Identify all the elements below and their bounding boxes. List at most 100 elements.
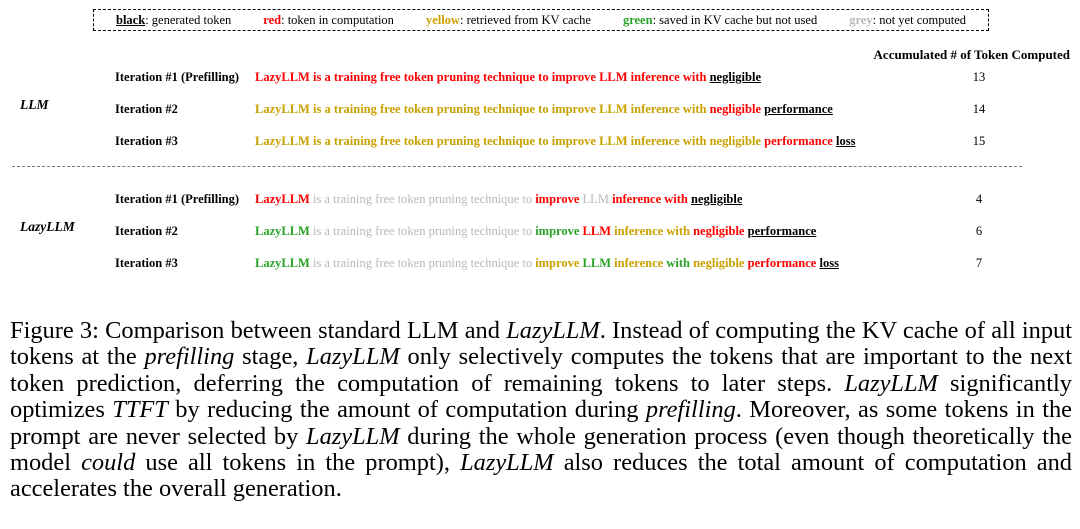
legend-key: yellow [425, 12, 460, 27]
token: LazyLLM [255, 70, 310, 84]
token: technique [470, 256, 520, 270]
iteration-label: Iteration #2 [115, 102, 178, 116]
legend-description: : retrieved from KV cache [459, 12, 591, 27]
color-legend: black: generated token red: token in comp… [93, 9, 989, 31]
token-count: 4 [975, 192, 983, 206]
caption-segment: significantly optimizes [10, 369, 1072, 424]
token-sentence: LazyLLM is a training free token pruning… [255, 102, 833, 117]
legend-description: : token in computation [281, 12, 394, 27]
token: pruning [428, 224, 468, 238]
token: training [333, 134, 377, 148]
token: training [333, 224, 373, 238]
token: free [375, 192, 395, 206]
iteration-label: Iteration #3 [115, 256, 178, 270]
token: performance [747, 256, 817, 270]
token: training [333, 70, 377, 84]
token: free [375, 256, 395, 270]
token: negligible [709, 70, 762, 84]
token: inference [614, 224, 664, 238]
token: is [312, 192, 322, 206]
token: to [522, 224, 533, 238]
token: inference [630, 102, 680, 116]
token: free [380, 134, 401, 148]
token: inference [630, 70, 680, 84]
token: with [682, 134, 707, 148]
token: to [522, 192, 533, 206]
legend-key: red [263, 12, 282, 27]
token: loss [819, 256, 839, 270]
token: is [312, 70, 322, 84]
token: token [403, 70, 434, 84]
token-count: 7 [975, 256, 983, 270]
token: improve [535, 224, 580, 238]
token-count: 14 [972, 102, 986, 116]
token: is [312, 256, 322, 270]
token: technique [470, 192, 520, 206]
token: negligible [693, 256, 745, 270]
token: a [324, 224, 331, 238]
token: improve [535, 192, 580, 206]
token: improve [551, 134, 596, 148]
token: improve [551, 102, 596, 116]
token: to [522, 256, 533, 270]
token: LazyLLM [255, 256, 310, 270]
token-sentence: LazyLLM is a training free token pruning… [255, 224, 816, 239]
token: free [380, 70, 401, 84]
token: is [312, 134, 322, 148]
token: technique [482, 70, 536, 84]
token: pruning [428, 192, 468, 206]
model-label-llm: LLM [20, 97, 49, 112]
token: pruning [436, 134, 480, 148]
token: is [312, 224, 322, 238]
iteration-label: Iteration #3 [115, 134, 178, 148]
token: to [538, 70, 549, 84]
token: loss [836, 134, 856, 148]
caption-segment: Figure 3: Comparison between standard LL… [10, 317, 507, 344]
legend-item-green: green: saved in KV cache but not used [623, 13, 817, 28]
legend-item-black: black: generated token [116, 13, 231, 28]
token: negligible [691, 192, 743, 206]
token: token [403, 102, 434, 116]
token: performance [764, 134, 833, 148]
caption-segment: . Instead of computing the KV cache of a… [10, 317, 1072, 371]
token: LazyLLM [255, 224, 310, 238]
token: negligible [709, 134, 762, 148]
caption-italic-term: prefilling [144, 343, 235, 371]
legend-description: : not yet computed [872, 12, 966, 27]
caption-segment: during the whole generation process (eve… [10, 422, 1072, 477]
caption-italic-term: LazyLLM [844, 369, 938, 397]
legend-description: : saved in KV cache but not used [652, 12, 818, 27]
token: to [538, 134, 549, 148]
token: a [324, 256, 331, 270]
token: negligible [709, 102, 762, 116]
token: token [403, 134, 434, 148]
accumulated-count-header: Accumulated # of Token Computed [873, 47, 1070, 62]
token: training [333, 256, 373, 270]
token: with [664, 192, 688, 206]
token: LLM [582, 256, 612, 270]
token: negligible [693, 224, 745, 238]
legend-key: green [622, 12, 653, 27]
token: improve [551, 70, 596, 84]
caption-text: Figure 3: Comparison between standard LL… [10, 317, 1073, 503]
token: training [333, 102, 377, 116]
caption-italic-term: LazyLLM [506, 317, 600, 344]
iteration-label: Iteration #1 (Prefilling) [115, 70, 240, 84]
token: free [375, 224, 395, 238]
caption-segment: also reduces the total amount of computa… [10, 449, 1073, 503]
iteration-row: Iteration #3 LazyLLM is a training free t… [0, 134, 1080, 152]
model-label-lazyllm: LazyLLM [20, 219, 75, 234]
caption-italic-term: could [81, 449, 136, 477]
token: a [324, 192, 331, 206]
token: LazyLLM [255, 102, 310, 116]
token: inference [614, 256, 664, 270]
caption-italic-term: TTFT [112, 396, 168, 424]
caption-segment: only selectively computes the tokens tha… [10, 343, 1072, 397]
token: with [682, 102, 707, 116]
caption-segment: use all tokens in the prompt), [135, 449, 461, 477]
token: with [666, 256, 690, 270]
legend-key: black [116, 12, 146, 27]
token: with [682, 70, 707, 84]
token: technique [482, 102, 536, 116]
figure-caption: Figure 3: Comparison between standard LL… [10, 317, 1073, 503]
